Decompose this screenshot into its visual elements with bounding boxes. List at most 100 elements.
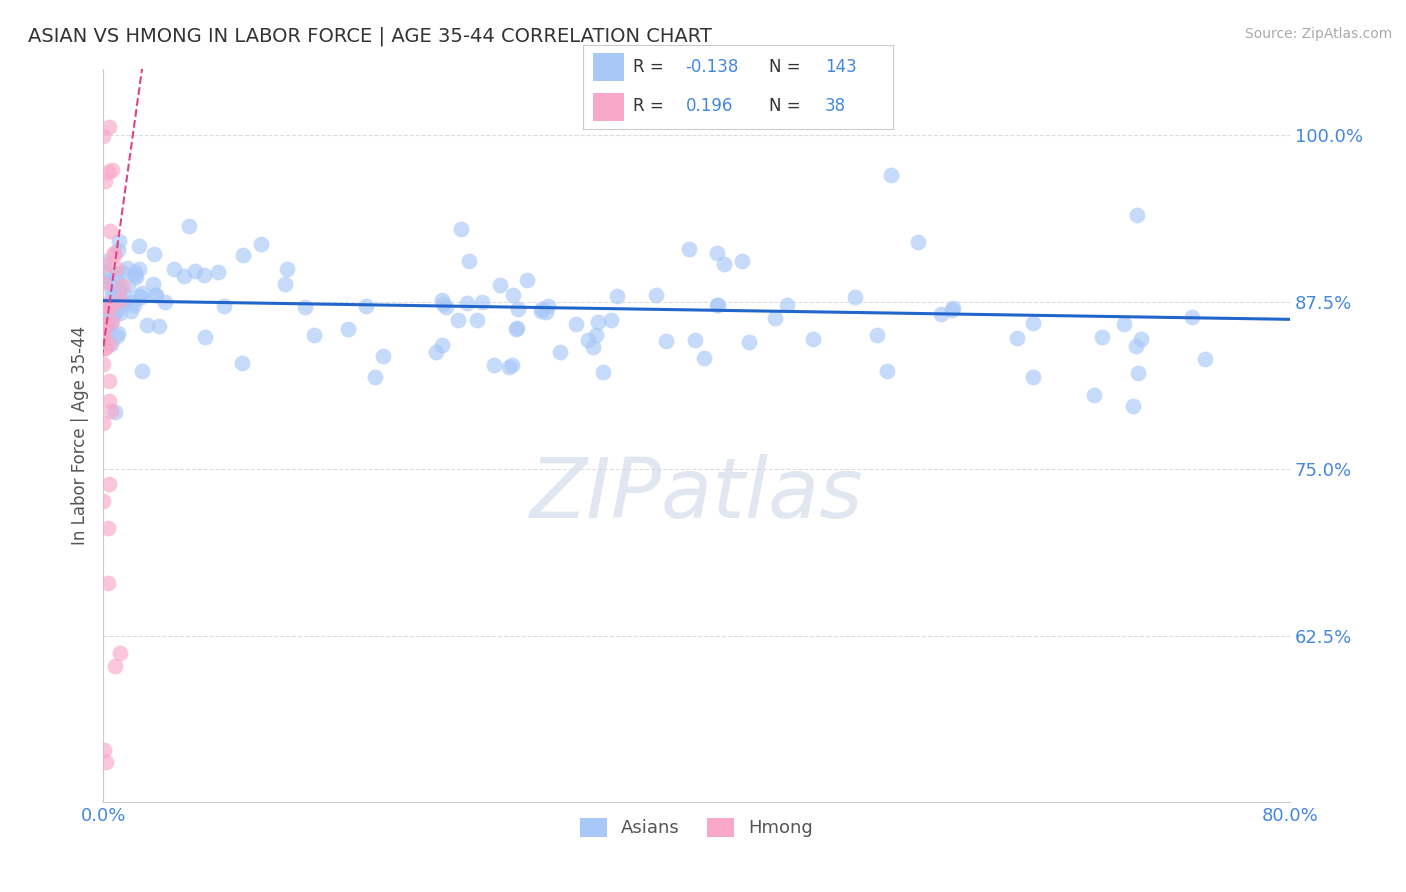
Point [128,288,150,302]
Text: Source: ZipAtlas.com: Source: ZipAtlas.com [1244,27,1392,41]
Point [98,374,121,388]
Point [713,257,735,271]
Point [105,329,128,343]
Point [142,277,165,291]
Point [425,345,447,359]
Point [117,277,139,292]
Point [1128,366,1150,380]
Point [94,756,117,770]
Point [100,403,122,417]
Point [104,271,127,285]
Point [1122,399,1144,413]
Point [498,359,520,374]
Point [1083,387,1105,401]
Point [276,261,298,276]
Point [1194,352,1216,367]
Point [101,304,124,318]
Point [96,299,118,313]
Point [97,120,120,135]
Point [98,477,121,491]
Point [129,290,152,304]
Point [1007,331,1029,345]
Point [110,292,132,306]
Point [1091,330,1114,344]
Point [101,285,124,300]
Point [250,236,273,251]
Point [93,265,115,279]
Point [1114,318,1136,332]
Point [98,319,121,334]
Point [336,322,359,336]
Point [104,659,127,673]
Point [93,743,115,757]
Point [96,318,118,333]
Point [91,333,114,347]
Point [606,289,628,303]
Point [97,337,120,351]
Point [104,405,127,419]
Point [96,317,118,331]
Point [94,341,117,355]
Point [548,344,571,359]
Point [108,293,131,308]
Point [731,254,754,268]
Point [212,299,235,313]
Point [880,168,903,182]
Point [108,282,131,296]
Point [103,246,125,260]
Point [105,260,128,275]
Point [101,287,124,301]
Point [100,337,122,351]
Point [107,287,129,301]
Point [93,297,115,311]
Point [96,317,118,331]
Point [104,267,127,281]
Bar [593,93,624,120]
Point [585,328,607,343]
Point [93,341,115,355]
Point [122,298,145,312]
Point [98,393,121,408]
Point [93,327,115,342]
Point [91,416,114,430]
Point [105,285,128,299]
Point [100,307,122,321]
Legend: Asians, Hmong: Asians, Hmong [572,811,821,845]
Point [107,326,129,340]
Point [93,274,115,288]
Point [942,301,965,315]
Point [432,338,454,352]
Point [530,304,553,318]
Point [1022,317,1045,331]
Point [91,129,114,144]
Point [706,298,728,312]
Text: 38: 38 [825,97,846,115]
Point [93,276,115,290]
Point [104,304,127,318]
Point [941,302,963,317]
Point [484,359,506,373]
Point [274,277,297,291]
Point [97,165,120,179]
Point [97,521,120,535]
Point [1125,339,1147,353]
Point [516,273,538,287]
Point [693,351,716,365]
Point [592,365,614,379]
Point [173,268,195,283]
Point [101,299,124,313]
Point [94,317,117,331]
Point [148,318,170,333]
Point [599,313,621,327]
Point [502,288,524,302]
Point [356,298,378,312]
Point [128,238,150,252]
Point [103,307,125,321]
Point [655,334,678,348]
Point [153,295,176,310]
Point [93,254,115,268]
Point [163,261,186,276]
Point [124,268,146,283]
Point [1181,310,1204,324]
Point [97,274,120,288]
